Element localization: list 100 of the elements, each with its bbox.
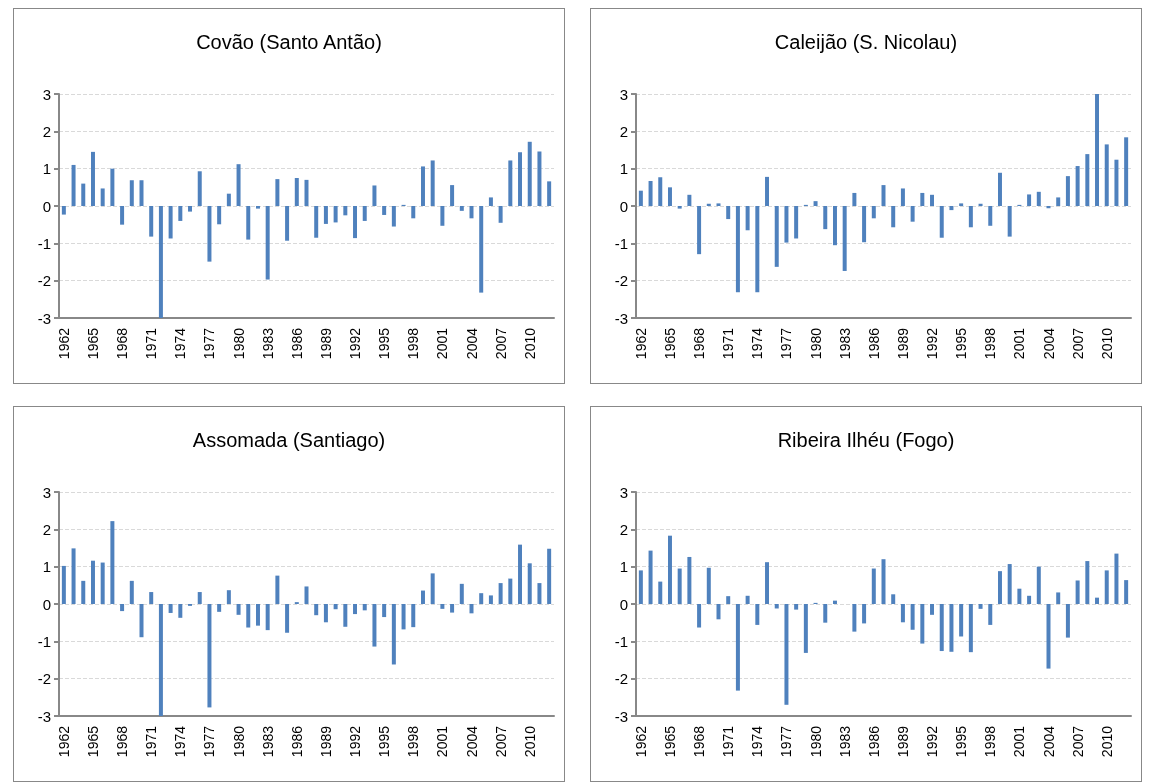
bar [871, 568, 876, 604]
x-tick-label: 1971 [720, 327, 737, 360]
x-tick-label: 2001 [434, 725, 451, 758]
bar [900, 188, 905, 206]
bar [852, 604, 857, 632]
bar [120, 206, 125, 225]
bar [275, 179, 280, 206]
x-tick-label: 2007 [492, 327, 509, 360]
bar [168, 604, 173, 613]
x-tick-label: 1986 [288, 725, 305, 758]
y-tick-label: -1 [37, 234, 51, 252]
bar [813, 201, 818, 206]
bar [304, 179, 309, 206]
bar [648, 180, 653, 206]
x-tick-label: 1974 [172, 725, 189, 758]
x-tick-label: 2004 [1040, 725, 1057, 758]
x-tick-label: 1986 [865, 327, 882, 360]
x-tick-label: 1980 [230, 725, 247, 758]
bar [178, 604, 183, 618]
bar [706, 567, 711, 604]
x-tick-label: 1995 [376, 327, 393, 360]
bar [488, 197, 493, 206]
bar [949, 604, 954, 652]
x-tick-label: 1980 [807, 725, 824, 758]
bar [910, 604, 915, 630]
x-tick-label: 1983 [836, 725, 853, 758]
x-tick-label: 2004 [1040, 327, 1057, 360]
bar [1085, 561, 1090, 604]
x-tick-label: 1974 [172, 327, 189, 360]
bar [794, 604, 799, 610]
y-tick-label: -1 [37, 632, 51, 650]
y-tick-label: 2 [42, 122, 51, 140]
x-tick-label: 1992 [347, 327, 364, 360]
bar [275, 575, 280, 604]
bar [440, 206, 445, 226]
bar [61, 206, 66, 215]
bar [304, 586, 309, 604]
bar [411, 604, 416, 628]
bar [755, 604, 760, 625]
bar [372, 604, 377, 647]
y-tick-label: -2 [614, 272, 628, 290]
y-tick-label: 2 [42, 520, 51, 538]
y-tick-label: 3 [619, 483, 628, 501]
x-tick-label: 1974 [749, 327, 766, 360]
x-tick-label: 1980 [807, 327, 824, 360]
bar [469, 604, 474, 614]
bar [697, 604, 702, 628]
x-tick-label: 1965 [661, 327, 678, 360]
x-tick-label: 1962 [632, 725, 649, 758]
bar [667, 187, 672, 206]
bar [450, 185, 455, 206]
x-tick-label: 1986 [865, 725, 882, 758]
chart-title: Covão (Santo Antão) [196, 31, 382, 53]
bar [1095, 94, 1100, 206]
bar [120, 604, 125, 612]
x-tick-label: 2007 [1069, 327, 1086, 360]
bar [100, 188, 105, 206]
bar [687, 556, 692, 604]
bar [255, 206, 260, 209]
bar [959, 604, 964, 637]
bar [90, 560, 95, 604]
bar [236, 164, 241, 206]
bar [149, 206, 154, 237]
bar [527, 141, 532, 206]
bar [353, 604, 358, 615]
bar [508, 578, 513, 604]
bar [314, 206, 319, 238]
bar [110, 168, 115, 206]
x-tick-label: 1962 [55, 725, 72, 758]
y-tick-label: -3 [37, 707, 51, 725]
x-tick-label: 1977 [778, 725, 795, 758]
bar [110, 521, 115, 604]
bar [745, 595, 750, 604]
bar [265, 206, 270, 280]
bar [285, 604, 290, 633]
bar [217, 604, 222, 612]
bar [920, 604, 925, 644]
bar [207, 206, 212, 262]
bar [881, 559, 886, 604]
x-tick-label: 2001 [1011, 725, 1028, 758]
bar [411, 206, 416, 219]
y-tick-label: -3 [37, 309, 51, 327]
bar [226, 590, 231, 604]
bar [217, 206, 222, 225]
x-tick-label: 1995 [376, 725, 393, 758]
bar [726, 596, 731, 604]
bar [881, 185, 886, 206]
bar [1056, 197, 1061, 206]
bar [1065, 604, 1070, 638]
x-tick-label: 1968 [691, 725, 708, 758]
y-tick-label: -1 [614, 632, 628, 650]
bar [949, 206, 954, 211]
y-tick-label: -2 [37, 272, 51, 290]
bar [479, 593, 484, 604]
y-tick-label: 2 [619, 122, 628, 140]
bar [1017, 588, 1022, 604]
bar [265, 604, 270, 631]
x-tick-label: 1989 [317, 327, 334, 360]
bar [61, 565, 66, 604]
x-tick-label: 1983 [836, 327, 853, 360]
